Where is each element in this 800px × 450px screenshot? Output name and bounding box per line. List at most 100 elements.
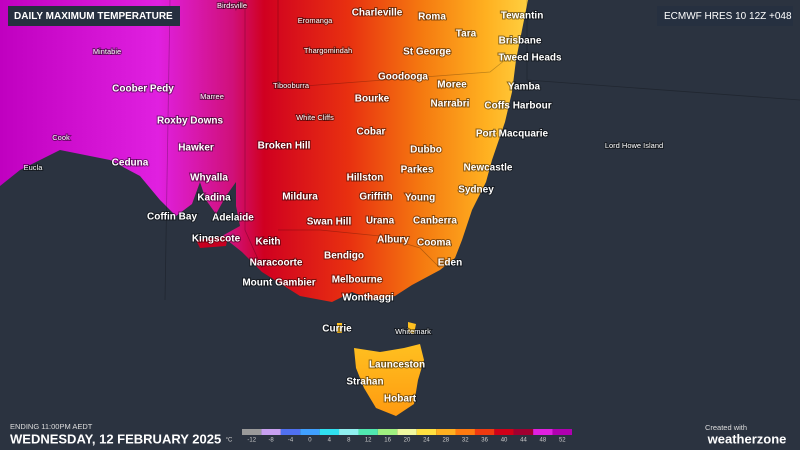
place-label: Moree bbox=[437, 80, 467, 91]
place-label: Coffin Bay bbox=[147, 212, 197, 223]
place-label: Eucla bbox=[24, 163, 44, 172]
legend-swatch bbox=[280, 429, 301, 435]
legend-tick-label: 16 bbox=[384, 438, 391, 444]
legend-tick-label: 20 bbox=[404, 438, 411, 444]
place-label: Tibooburra bbox=[273, 81, 310, 90]
kangaroo-island bbox=[196, 236, 228, 248]
place-label: Roxby Downs bbox=[157, 116, 224, 127]
legend-tick-label: -12 bbox=[247, 438, 256, 444]
place-label: Ceduna bbox=[112, 158, 149, 169]
place-label: Dubbo bbox=[410, 145, 442, 156]
place-label: Broken Hill bbox=[258, 141, 311, 152]
legend-tick-label: 32 bbox=[462, 438, 469, 444]
legend-tick-label: -8 bbox=[268, 438, 274, 444]
place-label: Thargomindah bbox=[304, 46, 352, 55]
place-label: Adelaide bbox=[212, 213, 254, 224]
model-label: ECMWF HRES 10 12Z +048 bbox=[664, 11, 792, 22]
place-label: Sydney bbox=[458, 185, 494, 196]
legend-tick-label: 48 bbox=[540, 438, 547, 444]
title-box bbox=[8, 6, 180, 26]
place-label: Eden bbox=[438, 258, 462, 269]
legend-tick-label: 52 bbox=[559, 438, 566, 444]
flinders-island bbox=[408, 322, 416, 334]
place-label: Roma bbox=[418, 12, 446, 23]
legend-tick-label: 40 bbox=[501, 438, 508, 444]
place-label: Narrabri bbox=[431, 99, 470, 110]
mainland bbox=[0, 0, 528, 302]
place-label: Port Macquarie bbox=[476, 129, 549, 140]
place-label: Kadina bbox=[197, 193, 231, 204]
legend-swatch bbox=[436, 429, 456, 435]
place-label: Lord Howe Island bbox=[605, 141, 663, 150]
place-label: Cooma bbox=[417, 238, 451, 249]
place-label: Hillston bbox=[347, 173, 384, 184]
place-label: Brisbane bbox=[499, 36, 542, 47]
legend-tick-label: 28 bbox=[442, 438, 449, 444]
place-label: Coffs Harbour bbox=[484, 101, 551, 112]
place-label: Birdsville bbox=[217, 1, 247, 10]
legend-tick-label: 44 bbox=[520, 438, 527, 444]
place-label: Cook bbox=[52, 133, 70, 142]
legend-swatch bbox=[533, 429, 553, 435]
legend-unit: °C bbox=[226, 438, 233, 444]
place-labels: Birdsville Eromanga Charleville Roma Tew… bbox=[23, 0, 665, 406]
legend-swatch bbox=[513, 429, 534, 435]
place-label: Bourke bbox=[355, 94, 390, 105]
place-label: Cobar bbox=[357, 127, 386, 138]
place-label: Goodooga bbox=[378, 72, 428, 83]
place-label: Hobart bbox=[384, 394, 417, 405]
place-label: Mount Gambier bbox=[242, 278, 315, 289]
model-box bbox=[657, 6, 793, 26]
place-label: Canberra bbox=[413, 216, 457, 227]
legend-tick-label: 4 bbox=[328, 438, 332, 444]
place-label: Bendigo bbox=[324, 251, 364, 262]
legend-tick-label: 12 bbox=[365, 438, 372, 444]
place-label: Launceston bbox=[369, 360, 425, 371]
legend-swatch bbox=[397, 429, 417, 435]
color-legend: -12 -8 -4 0 4 8 12 16 20 24 28 32 36 40 44 48 52 bbox=[242, 429, 572, 444]
legend-swatch bbox=[339, 429, 359, 435]
legend-swatch bbox=[242, 429, 262, 435]
map-title: DAILY MAXIMUM TEMPERATURE bbox=[14, 11, 173, 22]
place-label: Whyalla bbox=[190, 173, 228, 184]
place-label: Marree bbox=[200, 92, 224, 101]
king-island bbox=[337, 323, 342, 333]
brand: weatherzone bbox=[707, 431, 787, 446]
place-label: Swan Hill bbox=[307, 217, 352, 228]
legend-swatch bbox=[377, 429, 398, 435]
place-label: Eromanga bbox=[298, 16, 333, 25]
date-label: WEDNESDAY, 12 FEBRUARY 2025 bbox=[10, 431, 221, 446]
place-label: Whitemark bbox=[395, 327, 431, 336]
place-label: St George bbox=[403, 47, 451, 58]
place-label: Keith bbox=[256, 237, 281, 248]
legend-swatch bbox=[494, 429, 514, 435]
place-label: Kingscote bbox=[192, 234, 241, 245]
legend-tick-label: 36 bbox=[481, 438, 488, 444]
legend-swatch bbox=[416, 429, 437, 435]
place-label: Urana bbox=[366, 216, 395, 227]
place-label: Melbourne bbox=[332, 275, 383, 286]
place-label: Yamba bbox=[508, 82, 541, 93]
tasmania bbox=[354, 344, 424, 416]
legend-tick-label: 24 bbox=[423, 438, 430, 444]
place-label: Strahan bbox=[346, 377, 383, 388]
legend-swatch bbox=[261, 429, 281, 435]
state-borders bbox=[164, 0, 800, 301]
legend-swatch bbox=[474, 429, 495, 435]
place-label: Wonthaggi bbox=[342, 293, 394, 304]
ending-label: ENDING 11:00PM AEDT bbox=[10, 422, 93, 431]
legend-tick-label: 8 bbox=[347, 438, 351, 444]
place-label: Tweed Heads bbox=[498, 53, 562, 64]
place-label: Young bbox=[405, 193, 435, 204]
legend-swatch bbox=[319, 429, 340, 435]
place-label: Currie bbox=[322, 324, 352, 335]
place-label: White Cliffs bbox=[296, 113, 334, 122]
place-label: Naracoorte bbox=[250, 258, 303, 269]
legend-swatch bbox=[358, 429, 378, 435]
credit-label: Created with bbox=[705, 423, 747, 432]
place-label: Newcastle bbox=[464, 163, 513, 174]
legend-swatch bbox=[552, 429, 572, 435]
legend-swatch bbox=[455, 429, 475, 435]
place-label: Coober Pedy bbox=[112, 84, 174, 95]
place-label: Hawker bbox=[178, 143, 214, 154]
